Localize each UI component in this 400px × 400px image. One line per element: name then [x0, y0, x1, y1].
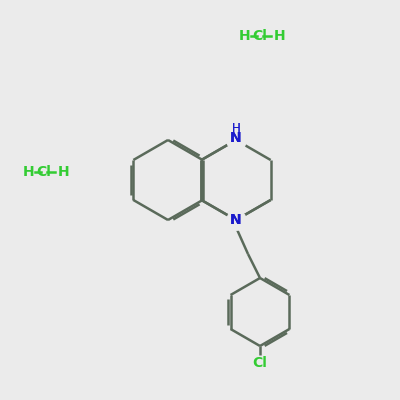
Text: H: H — [232, 122, 240, 135]
Text: N: N — [230, 213, 242, 227]
Text: Cl: Cl — [36, 165, 52, 179]
Text: Cl: Cl — [252, 356, 268, 370]
Text: N: N — [230, 213, 242, 227]
Text: H: H — [23, 165, 35, 179]
Text: N: N — [230, 131, 242, 145]
Text: H: H — [57, 165, 69, 179]
Text: H: H — [232, 122, 240, 135]
Text: H: H — [273, 29, 285, 43]
Text: H: H — [239, 29, 251, 43]
Text: N: N — [230, 131, 242, 145]
Text: Cl: Cl — [252, 29, 268, 43]
